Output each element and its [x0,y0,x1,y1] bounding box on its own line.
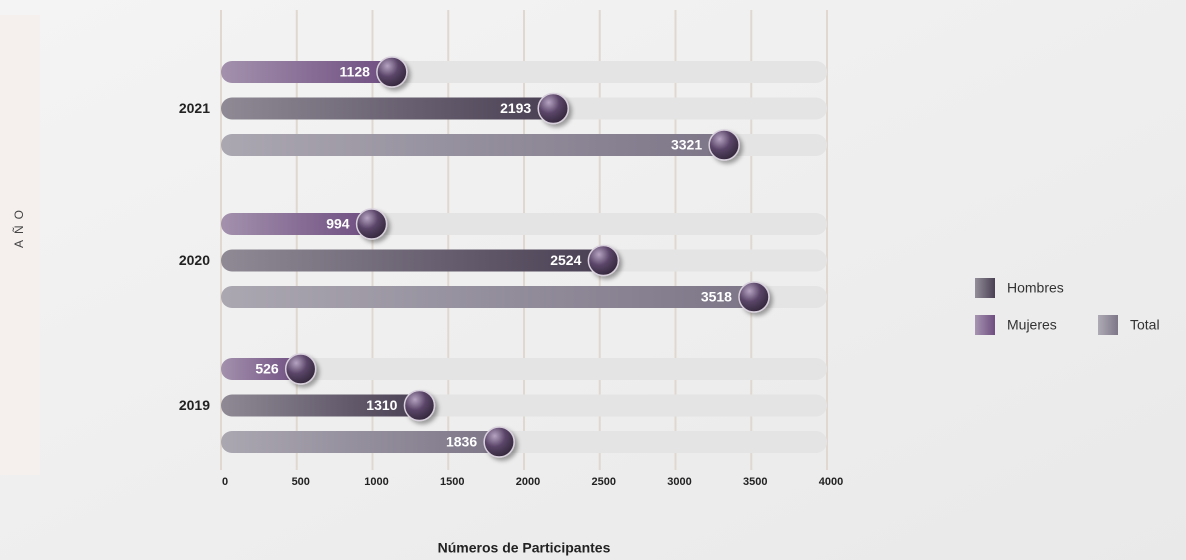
bar-knob [355,208,388,240]
bar [221,286,754,308]
x-tick-label: 3000 [667,476,691,488]
value-label: 1128 [340,64,371,80]
bar [221,134,725,156]
y-tick-label: 2019 [179,397,210,413]
y-axis-label: AÑO [12,204,26,248]
legend-swatch [975,278,995,298]
value-label: 2524 [550,252,581,268]
x-axis-label: Números de Participantes [438,540,611,556]
value-label: 2193 [500,100,531,116]
value-label: 1836 [446,434,477,450]
y-tick-label: 2020 [179,252,210,268]
x-tick-label: 2500 [592,476,616,488]
x-tick-label: 2000 [516,476,540,488]
x-tick-label: 4000 [819,476,843,488]
value-label: 1310 [366,397,397,413]
x-tick-label: 500 [292,476,310,488]
legend-label: Hombres [1007,280,1064,296]
x-tick-label: 0 [222,476,228,488]
bar [221,97,554,120]
bar [221,213,372,235]
bar-track [221,358,827,380]
value-label: 3518 [701,289,732,305]
bar-knob [587,244,620,277]
bar-knob [708,129,740,161]
bar [221,394,420,417]
x-tick-label: 3500 [743,476,767,488]
legend-swatch [975,315,995,335]
legend-label: Total [1130,317,1160,333]
bar-knob [376,56,408,88]
y-tick-label: 2021 [179,100,210,116]
bar-knob [537,92,569,125]
legend-label: Mujeres [1007,317,1057,333]
bar [221,431,500,453]
bar-knob [738,281,770,313]
x-tick-label: 1000 [364,476,388,488]
value-label: 3321 [671,137,702,153]
x-tick-label: 1500 [440,476,464,488]
bar [221,61,392,83]
value-label: 994 [326,216,350,232]
bar [221,249,604,272]
bar [221,358,301,380]
bar-knob [284,353,317,385]
bar-knob [483,426,515,458]
legend-swatch [1098,315,1118,335]
bar-knob [403,389,436,422]
value-label: 526 [255,361,279,377]
y-label-box [0,15,40,475]
